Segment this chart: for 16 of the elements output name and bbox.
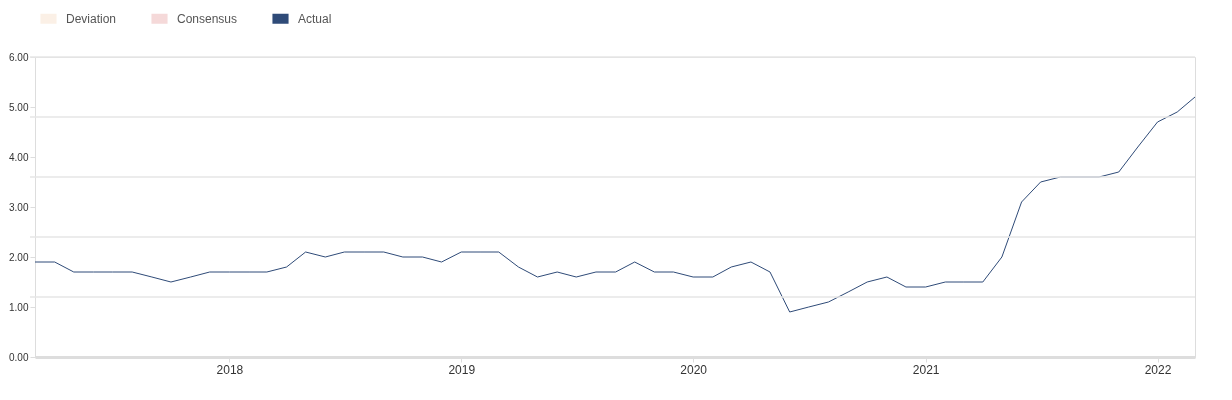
y-tick-label: 6.00	[9, 51, 29, 63]
x-tick-label: 2021	[912, 362, 940, 377]
x-tick-label: 2018	[216, 362, 244, 377]
x-tick-label: 2022	[1144, 362, 1172, 377]
legend-label: Consensus	[177, 11, 238, 26]
y-tick-label: 1.00	[9, 301, 29, 313]
y-tick-label: 3.00	[9, 201, 29, 213]
y-tick-label: 5.00	[9, 101, 29, 113]
x-tick-label: 2020	[680, 362, 708, 377]
y-tick-label: 2.00	[9, 251, 29, 263]
y-tick-label: 0.00	[9, 351, 29, 363]
y-tick-label: 4.00	[9, 151, 29, 163]
x-tick-label: 2019	[448, 362, 476, 377]
legend-label: Actual	[298, 11, 332, 26]
legend-label: Deviation	[66, 11, 117, 26]
line-series	[34, 96, 1196, 313]
